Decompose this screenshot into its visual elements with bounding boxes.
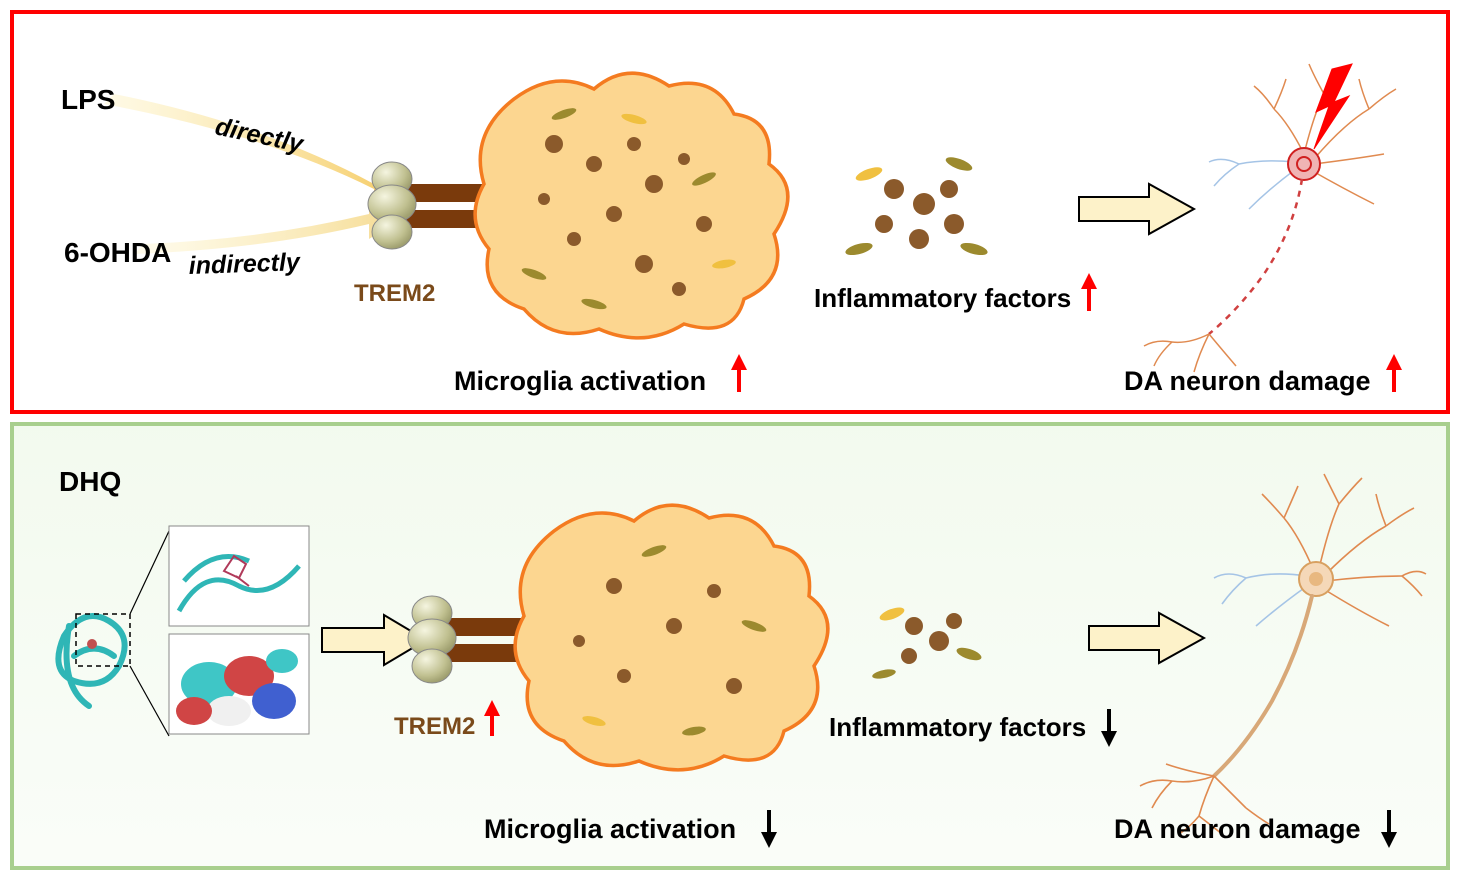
ohda-arrow (134, 199, 409, 254)
up-arrow-icon (1386, 354, 1402, 392)
factors-label-top: Inflammatory factors (814, 283, 1071, 313)
up-arrow-icon (484, 700, 500, 736)
microglia-label-top: Microglia activation (454, 366, 706, 396)
top-svg: LPS 6-OHDA directly indirectly TREM2 (14, 14, 1456, 410)
up-arrow-icon (1081, 273, 1097, 311)
top-panel: LPS 6-OHDA directly indirectly TREM2 (10, 10, 1450, 414)
dhq-label: DHQ (59, 466, 121, 497)
neuron-label-top: DA neuron damage (1124, 366, 1371, 396)
factors-label-bottom: Inflammatory factors (829, 712, 1086, 742)
neuron-label-bottom: DA neuron damage (1114, 814, 1361, 844)
right-arrow-bottom-2 (1089, 613, 1204, 663)
microglia-bottom (515, 505, 828, 770)
up-arrow-icon (731, 354, 747, 392)
indirectly-label: indirectly (188, 248, 301, 280)
down-arrow-icon (761, 810, 777, 848)
trem2-receptor-bottom (408, 596, 522, 683)
down-arrow-icon (1101, 709, 1117, 747)
neuron-top (1144, 64, 1396, 372)
trem2-label-top: TREM2 (354, 280, 435, 307)
bottom-panel: DHQ (10, 422, 1450, 870)
neuron-bottom (1140, 474, 1426, 834)
lps-label: LPS (61, 84, 115, 115)
bottom-svg: DHQ (14, 426, 1456, 866)
lightning-icon (1314, 64, 1352, 149)
microglia-top (475, 73, 788, 338)
directly-label: directly (213, 112, 307, 158)
microglia-label-bottom: Microglia activation (484, 814, 736, 844)
inflammatory-cluster-bottom (871, 605, 982, 681)
trem2-label-bottom: TREM2 (394, 713, 475, 740)
protein-structure (58, 526, 309, 736)
right-arrow-top (1079, 184, 1194, 234)
trem2-receptor-top (368, 162, 482, 249)
down-arrow-icon (1381, 810, 1397, 848)
ohda-label: 6-OHDA (64, 237, 171, 268)
inflammatory-cluster-top (844, 155, 989, 258)
